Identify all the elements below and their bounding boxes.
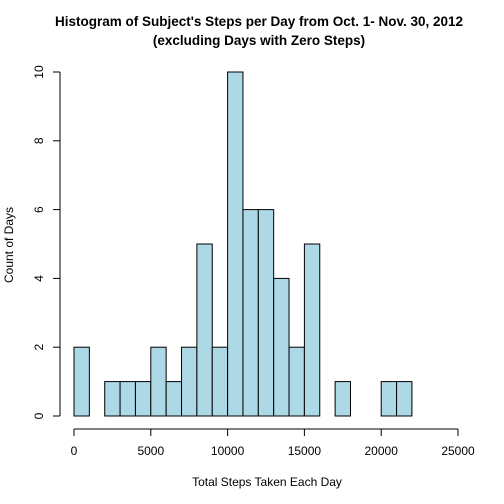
histogram-bar-10 [227,71,244,417]
x-axis-label: Total Steps Taken Each Day [192,475,342,489]
chart-title-line2: (excluding Days with Zero Steps) [153,33,365,48]
y-tick-label: 6 [32,206,46,213]
histogram-bar-21 [396,381,413,417]
x-tick-label: 15000 [288,444,322,458]
x-tick-label: 25000 [441,444,475,458]
histogram-bar-8 [196,243,213,417]
histogram-bar-12 [257,209,275,417]
histogram-bar-7 [181,346,198,417]
histogram-bar-11 [242,209,259,417]
y-tick-label: 2 [32,344,46,351]
x-tick-label: 5000 [137,444,164,458]
x-tick-label: 10000 [211,444,245,458]
x-tick-label: 0 [71,444,78,458]
histogram-bar-0 [73,346,90,417]
y-tick-label: 0 [32,412,46,419]
y-axis-label: Count of Days [2,207,16,283]
histogram-bar-4 [134,381,152,417]
y-tick-label: 8 [32,137,46,144]
histogram-bar-6 [165,381,183,417]
histogram-bars [73,71,413,417]
chart-title-line1: Histogram of Subject's Steps per Day fro… [55,14,463,29]
histogram-bar-5 [150,346,167,417]
histogram-bar-2 [104,381,121,417]
histogram-bar-20 [380,381,398,417]
y-tick-label: 10 [32,65,46,79]
histogram-bar-15 [303,243,321,417]
x-tick-label: 20000 [365,444,399,458]
histogram-bar-3 [119,381,136,417]
x-axis: 0 5000 10000 15000 20000 25000 [71,428,475,458]
y-axis: 0 2 4 6 8 10 [32,65,61,419]
histogram-bar-17 [334,381,351,417]
histogram-bar-9 [211,346,229,417]
histogram-bar-14 [288,346,305,417]
histogram-bar-13 [273,277,290,417]
y-tick-label: 4 [32,275,46,282]
